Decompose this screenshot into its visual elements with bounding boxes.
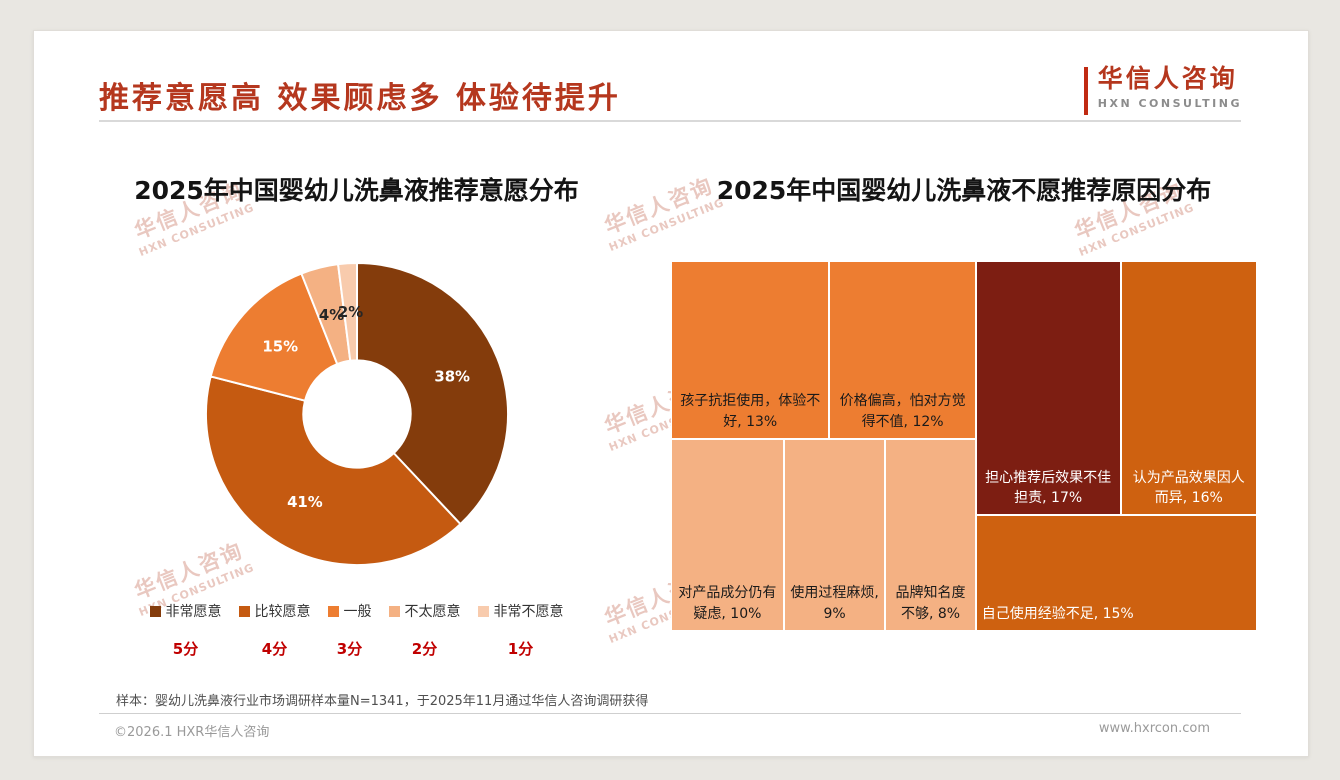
legend-swatch <box>477 605 489 617</box>
legend-label: 比较愿意 <box>254 604 311 620</box>
treemap-cell-2: 担心推荐后效果不佳担责, 17% <box>975 261 1121 516</box>
treemap-cell-7: 自己使用经验不足, 15% <box>975 515 1257 631</box>
legend-swatch <box>238 605 250 617</box>
legend-score: 4分 <box>261 640 288 658</box>
treemap-cell-4: 对产品成分仍有疑虑, 10% <box>671 438 784 631</box>
logo: 华信人咨询 HXN CONSULTING <box>1083 65 1242 115</box>
legend-label: 一般 <box>343 604 372 620</box>
treemap-chart-title: 2025年中国婴幼儿洗鼻液不愿推荐原因分布 <box>716 176 1212 205</box>
legend-score: 2分 <box>411 640 438 658</box>
watermark-en: HXN CONSULTING <box>1077 200 1197 260</box>
treemap-cell-5: 使用过程麻烦, 9% <box>783 438 886 631</box>
donut-segment-4 <box>336 261 358 362</box>
donut-legend: 非常愿意 5分 比较愿意 4分 一般 3分 不太愿意 2分 非常不愿意 1分 <box>84 601 629 659</box>
treemap-cell-label: 认为产品效果因人而异, 16% <box>1132 469 1245 507</box>
legend-item: 不太愿意 2分 <box>388 601 461 659</box>
treemap-cell-label: 孩子抗拒使用，体验不好, 13% <box>680 393 821 430</box>
legend-swatch <box>149 605 161 617</box>
legend-item: 一般 3分 <box>327 601 372 659</box>
treemap-cell-label: 使用过程麻烦, 9% <box>790 585 879 622</box>
sample-note: 样本：婴幼儿洗鼻液行业市场调研样本量N=1341，于2025年11月通过华信人咨… <box>116 694 649 709</box>
donut-chart: 38% 41% 15% 4%2% <box>204 261 510 567</box>
donut-value-label: 41% <box>287 493 323 511</box>
donut-value-label: 38% <box>434 367 470 385</box>
treemap-cell-3: 认为产品效果因人而异, 16% <box>1120 261 1257 516</box>
legend-swatch <box>388 605 400 617</box>
legend-label: 非常不愿意 <box>493 604 564 620</box>
legend-item: 非常不愿意 1分 <box>477 601 564 659</box>
donut-value-label: 2% <box>338 303 363 321</box>
page-title: 推荐意愿高 效果顾虑多 体验待提升 <box>99 81 621 116</box>
header-divider <box>99 120 1241 122</box>
legend-score: 3分 <box>336 640 363 658</box>
treemap-cell-6: 品牌知名度不够, 8% <box>885 438 976 631</box>
treemap: 孩子抗拒使用，体验不好, 13% 价格偏高，怕对方觉得不值, 12% 担心推荐后效果… <box>671 261 1257 631</box>
logo-subtitle: HXN CONSULTING <box>1097 96 1242 110</box>
legend-label: 不太愿意 <box>404 604 461 620</box>
treemap-cell-label: 担心推荐后效果不佳担责, 17% <box>985 469 1112 507</box>
slide-card: 华信人咨询 HXN CONSULTING 华信人咨询 HXN CONSULTIN… <box>33 30 1309 757</box>
legend-swatch <box>327 605 339 617</box>
treemap-cell-label: 对产品成分仍有疑虑, 10% <box>678 585 777 622</box>
treemap-cell-label: 品牌知名度不够, 8% <box>895 585 966 622</box>
donut-segment-1 <box>204 375 462 567</box>
treemap-cell-label: 价格偏高，怕对方觉得不值, 12% <box>839 393 966 430</box>
legend-score: 1分 <box>507 640 534 658</box>
donut-chart-title: 2025年中国婴幼儿洗鼻液推荐意愿分布 <box>134 176 579 205</box>
donut-value-label: 15% <box>262 337 298 355</box>
footer-divider <box>99 713 1241 714</box>
logo-name: 华信人咨询 <box>1097 64 1238 93</box>
treemap-cell-0: 孩子抗拒使用，体验不好, 13% <box>671 261 830 439</box>
logo-text: 华信人咨询 HXN CONSULTING <box>1098 65 1242 115</box>
legend-item: 非常愿意 5分 <box>149 601 222 659</box>
legend-label: 非常愿意 <box>165 604 222 620</box>
donut-segment-0 <box>356 261 510 526</box>
treemap-cell-label: 自己使用经验不足, 15% <box>981 605 1134 622</box>
donut-segment-2 <box>209 272 339 402</box>
legend-score: 5分 <box>172 640 199 658</box>
copyright: ©2026.1 HXR华信人咨询 <box>114 725 270 740</box>
treemap-cell-1: 价格偏高，怕对方觉得不值, 12% <box>829 261 976 439</box>
legend-item: 比较愿意 4分 <box>238 601 311 659</box>
logo-bar <box>1083 67 1088 115</box>
website-url: www.hxrcon.com <box>1098 721 1210 736</box>
watermark-en: HXN CONSULTING <box>137 200 257 260</box>
donut-value-label: 4% <box>319 306 344 324</box>
